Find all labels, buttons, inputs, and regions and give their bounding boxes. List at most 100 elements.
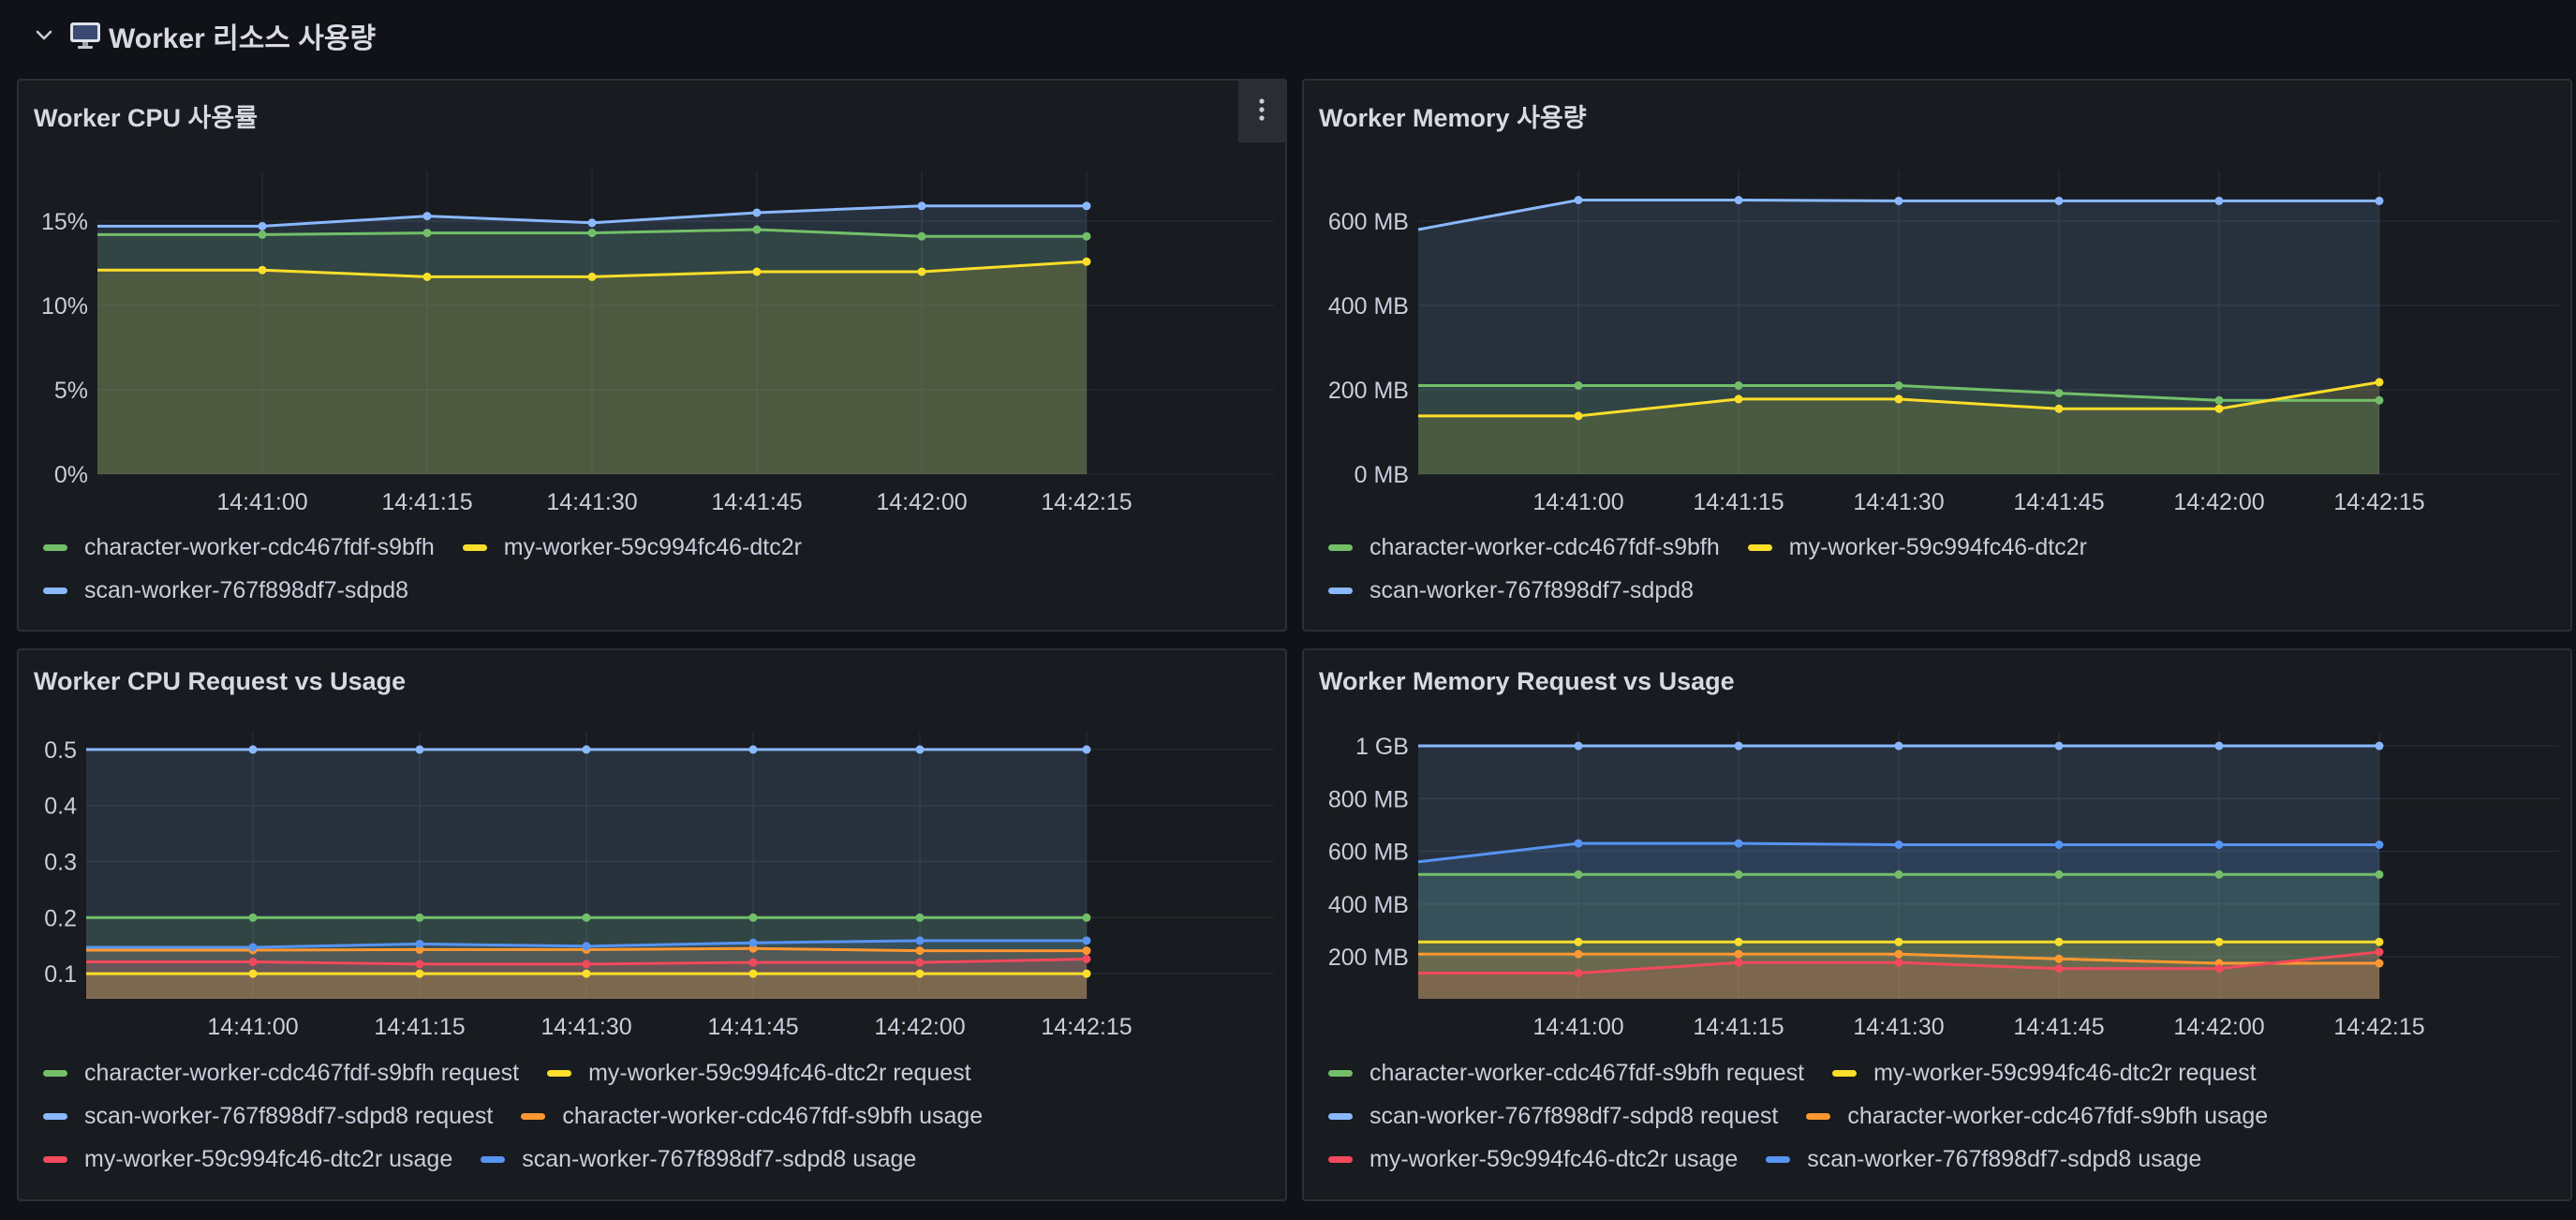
legend-item[interactable]: character-worker-cdc467fdf-s9bfh usage: [1806, 1094, 2268, 1138]
data-point: [2054, 964, 2064, 974]
x-tick-label: 14:41:15: [381, 489, 472, 515]
legend-item[interactable]: my-worker-59c994fc46-dtc2r usage: [43, 1138, 452, 1181]
data-point: [258, 265, 267, 275]
legend-item[interactable]: my-worker-59c994fc46-dtc2r request: [547, 1051, 971, 1094]
x-tick-label: 14:41:00: [207, 1014, 298, 1040]
series-area: [1418, 942, 2379, 999]
data-point: [748, 958, 758, 967]
legend-swatch: [43, 587, 67, 594]
data-point: [1894, 741, 1903, 751]
chevron-down-icon[interactable]: [32, 23, 56, 48]
data-point: [915, 958, 925, 967]
data-point: [422, 229, 432, 238]
x-tick-label: 14:41:15: [1693, 1014, 1784, 1040]
y-tick-label: 200 MB: [1328, 945, 1409, 971]
data-point: [1082, 745, 1091, 754]
legend-item[interactable]: character-worker-cdc467fdf-s9bfh: [43, 526, 435, 569]
legend-label: scan-worker-767f898df7-sdpd8: [84, 576, 409, 603]
data-point: [1574, 411, 1583, 421]
series-area: [1418, 381, 2379, 474]
data-point: [258, 221, 267, 231]
x-tick-label: 14:41:00: [1532, 489, 1623, 515]
data-point: [1082, 913, 1091, 922]
data-point: [2054, 937, 2064, 946]
series-area: [1418, 200, 2379, 474]
data-point: [748, 969, 758, 978]
data-point: [917, 267, 926, 276]
legend-label: my-worker-59c994fc46-dtc2r: [503, 533, 802, 560]
legend-swatch: [43, 1069, 67, 1077]
data-point: [2375, 741, 2384, 751]
legend-swatch: [43, 1155, 67, 1163]
data-point: [1082, 936, 1091, 945]
legend-item[interactable]: character-worker-cdc467fdf-s9bfh request: [43, 1051, 519, 1094]
data-point: [2054, 954, 2064, 963]
legend-item[interactable]: character-worker-cdc467fdf-s9bfh: [1328, 526, 1720, 569]
series-area: [86, 749, 1087, 999]
data-point: [582, 745, 591, 754]
legend-swatch: [547, 1069, 572, 1077]
data-point: [917, 231, 926, 241]
legend-swatch: [1328, 1155, 1353, 1163]
panel-title: Worker Memory Request vs Usage: [1319, 667, 1735, 695]
x-tick-label: 14:42:15: [2333, 489, 2424, 515]
legend-swatch: [1832, 1069, 1858, 1077]
more-vertical-icon: [1258, 97, 1266, 126]
data-point: [1574, 839, 1583, 848]
data-point: [1574, 741, 1583, 751]
legend-label: my-worker-59c994fc46-dtc2r usage: [84, 1145, 453, 1172]
data-point: [752, 208, 762, 217]
data-point: [1574, 937, 1583, 946]
data-point: [1894, 958, 1903, 967]
legend-item[interactable]: my-worker-59c994fc46-dtc2r: [462, 526, 802, 569]
legend-item[interactable]: scan-worker-767f898df7-sdpd8 usage: [1766, 1138, 2201, 1181]
y-tick-label: 600 MB: [1328, 840, 1409, 866]
legend-item[interactable]: my-worker-59c994fc46-dtc2r request: [1832, 1051, 2257, 1094]
data-point: [582, 960, 591, 969]
y-tick-label: 0.1: [44, 961, 77, 988]
legend-label: my-worker-59c994fc46-dtc2r: [1788, 533, 2087, 560]
data-point: [2214, 741, 2224, 751]
data-point: [1082, 946, 1091, 956]
legend-item[interactable]: scan-worker-767f898df7-sdpd8 usage: [481, 1138, 916, 1181]
x-tick-label: 14:41:15: [1693, 489, 1784, 515]
row-header[interactable]: Worker 리소스 사용량: [0, 0, 2576, 71]
data-point: [1894, 841, 1903, 850]
panel-worker-memory: Worker Memory 사용량 0 MB 200 MB 400 MB 600 MB…: [1302, 79, 2572, 632]
data-point: [248, 969, 258, 978]
data-point: [1894, 870, 1903, 879]
legend-item[interactable]: scan-worker-767f898df7-sdpd8 request: [43, 1094, 493, 1138]
legend-item[interactable]: scan-worker-767f898df7-sdpd8: [43, 569, 408, 612]
legend-item[interactable]: character-worker-cdc467fdf-s9bfh usage: [521, 1094, 983, 1138]
x-tick-label: 14:41:30: [546, 489, 637, 515]
data-point: [1894, 949, 1903, 959]
y-tick-label: 0.4: [44, 794, 77, 820]
data-point: [2054, 841, 2064, 850]
legend-item[interactable]: scan-worker-767f898df7-sdpd8: [1328, 569, 1694, 612]
legend-swatch: [462, 543, 487, 551]
data-point: [422, 272, 432, 281]
y-tick-label: 0%: [54, 462, 88, 488]
data-point: [587, 272, 597, 281]
x-tick-label: 14:42:15: [1041, 1014, 1132, 1040]
panel-worker-cpu-request-vs-usage: Worker CPU Request vs Usage 0.1 0.2 0.3 0.4…: [17, 648, 1287, 1201]
legend-item[interactable]: my-worker-59c994fc46-dtc2r: [1747, 526, 2087, 569]
data-point: [1734, 870, 1743, 879]
data-point: [915, 969, 925, 978]
chart-worker-memory: 0 MB 200 MB 400 MB 600 MB 14:41:00 14:41:15 14…: [1328, 171, 2559, 515]
legend-item[interactable]: scan-worker-767f898df7-sdpd8 request: [1328, 1094, 1778, 1138]
legend-label: character-worker-cdc467fdf-s9bfh usage: [562, 1102, 984, 1129]
panel-menu-button[interactable]: [1238, 81, 1285, 142]
data-point: [2375, 870, 2384, 879]
data-point: [2214, 841, 2224, 850]
data-point: [1734, 949, 1743, 959]
y-tick-label: 800 MB: [1328, 786, 1409, 812]
data-point: [1574, 968, 1583, 977]
data-point: [1894, 381, 1903, 390]
legend-item[interactable]: character-worker-cdc467fdf-s9bfh request: [1328, 1051, 1804, 1094]
legend-item[interactable]: my-worker-59c994fc46-dtc2r usage: [1328, 1138, 1738, 1181]
data-point: [415, 939, 424, 948]
series-area: [97, 230, 1087, 474]
x-tick-label: 14:42:00: [876, 489, 967, 515]
data-point: [915, 745, 925, 754]
